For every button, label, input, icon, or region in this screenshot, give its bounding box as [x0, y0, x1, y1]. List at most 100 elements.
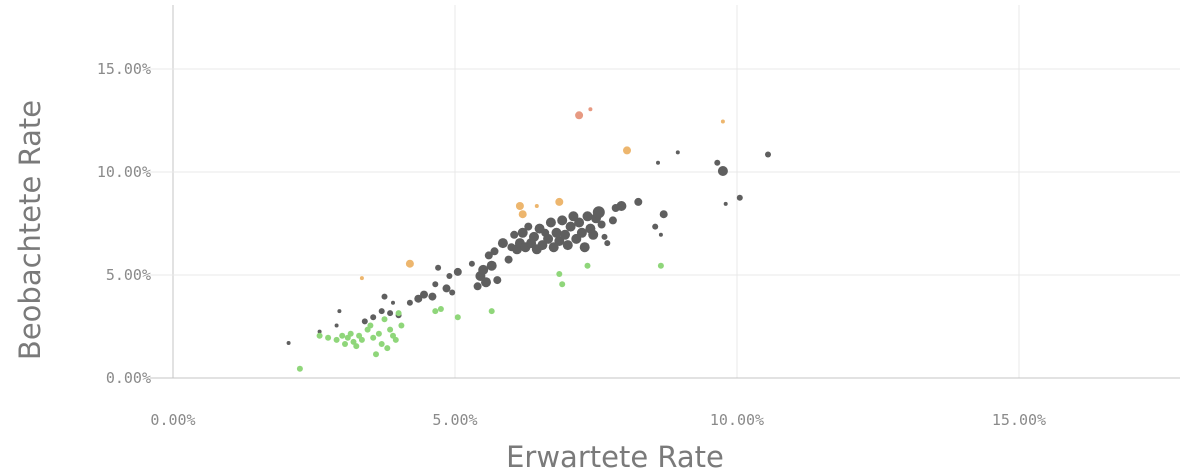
data-point: [333, 336, 340, 343]
data-point: [497, 238, 508, 249]
data-point: [565, 221, 576, 232]
data-point: [432, 308, 439, 315]
data-point: [316, 332, 323, 339]
data-point: [378, 308, 385, 315]
data-point: [576, 227, 587, 238]
data-point: [486, 260, 497, 271]
data-point: [765, 151, 771, 158]
data-point: [428, 292, 437, 301]
data-point: [317, 329, 322, 334]
data-point: [592, 206, 605, 219]
x-tick-label: 5.00%: [432, 411, 477, 429]
data-point: [484, 251, 493, 260]
data-point: [337, 309, 342, 314]
data-point: [395, 310, 402, 317]
data-point: [414, 294, 423, 303]
data-point: [543, 233, 554, 244]
data-point: [529, 231, 539, 242]
data-point: [454, 314, 461, 321]
data-point: [359, 276, 364, 281]
data-point: [616, 201, 627, 211]
x-axis-label: Erwartete Rate: [506, 440, 724, 474]
data-point: [381, 316, 388, 323]
data-point: [437, 306, 444, 312]
data-point: [342, 341, 348, 347]
data-point: [387, 326, 394, 333]
data-point: [370, 314, 377, 321]
y-axis-ticks: 0.00% 5.00% 10.00% 15.00%: [97, 60, 151, 387]
data-point: [634, 197, 643, 206]
y-axis-label: Beobachtete Rate: [13, 100, 47, 360]
data-point: [468, 260, 475, 267]
data-point: [588, 107, 593, 112]
data-point: [334, 323, 339, 328]
data-point: [588, 229, 599, 240]
data-point: [370, 334, 377, 341]
data-point: [575, 111, 584, 120]
data-point: [296, 365, 303, 372]
data-point: [384, 345, 391, 352]
y-tick-label: 5.00%: [106, 266, 151, 284]
data-point: [504, 255, 513, 264]
data-point: [675, 150, 680, 155]
data-point: [601, 233, 608, 240]
data-point: [381, 293, 388, 300]
data-point: [361, 318, 368, 325]
data-point: [358, 336, 365, 343]
data-point: [518, 210, 527, 219]
data-point: [652, 223, 659, 230]
data-point: [347, 330, 354, 337]
data-point: [405, 259, 414, 268]
data-point: [579, 242, 590, 253]
data-point: [446, 273, 453, 279]
data-point: [604, 240, 611, 247]
data-point: [555, 197, 564, 206]
data-point: [453, 267, 462, 276]
data-point: [556, 271, 563, 277]
data-point: [325, 334, 332, 341]
data-point: [557, 215, 568, 226]
data-point: [367, 322, 374, 329]
data-point: [392, 336, 399, 343]
data-point: [736, 194, 743, 201]
y-tick-label: 10.00%: [97, 163, 151, 181]
data-point: [659, 210, 668, 219]
data-point: [658, 232, 663, 237]
data-point: [391, 300, 395, 305]
data-point: [353, 343, 360, 350]
data-point: [488, 308, 495, 315]
data-point: [478, 264, 489, 275]
data-point: [420, 290, 428, 299]
data-point: [657, 262, 664, 269]
x-tick-label: 10.00%: [710, 411, 764, 429]
data-point: [435, 264, 442, 271]
data-point: [723, 201, 728, 206]
gridlines: [150, 5, 1180, 379]
data-point: [524, 222, 533, 231]
data-point: [517, 227, 528, 238]
data-point: [656, 160, 660, 165]
y-tick-label: 0.00%: [106, 369, 151, 387]
data-point: [720, 119, 725, 124]
data-points: [286, 107, 771, 372]
data-point: [481, 277, 491, 288]
data-point: [534, 204, 539, 208]
data-point: [375, 330, 382, 337]
x-tick-label: 15.00%: [992, 411, 1046, 429]
data-point: [449, 289, 456, 296]
data-point: [582, 211, 593, 222]
data-point: [559, 281, 566, 288]
data-point: [584, 262, 591, 269]
data-point: [373, 351, 379, 358]
data-point: [574, 217, 585, 228]
data-point: [717, 166, 728, 176]
data-point: [398, 322, 405, 329]
data-point: [515, 202, 524, 210]
data-point: [545, 217, 556, 228]
data-point: [473, 282, 482, 291]
data-point: [442, 284, 451, 293]
data-point: [510, 230, 519, 239]
data-point: [608, 216, 617, 225]
data-point: [562, 240, 573, 251]
